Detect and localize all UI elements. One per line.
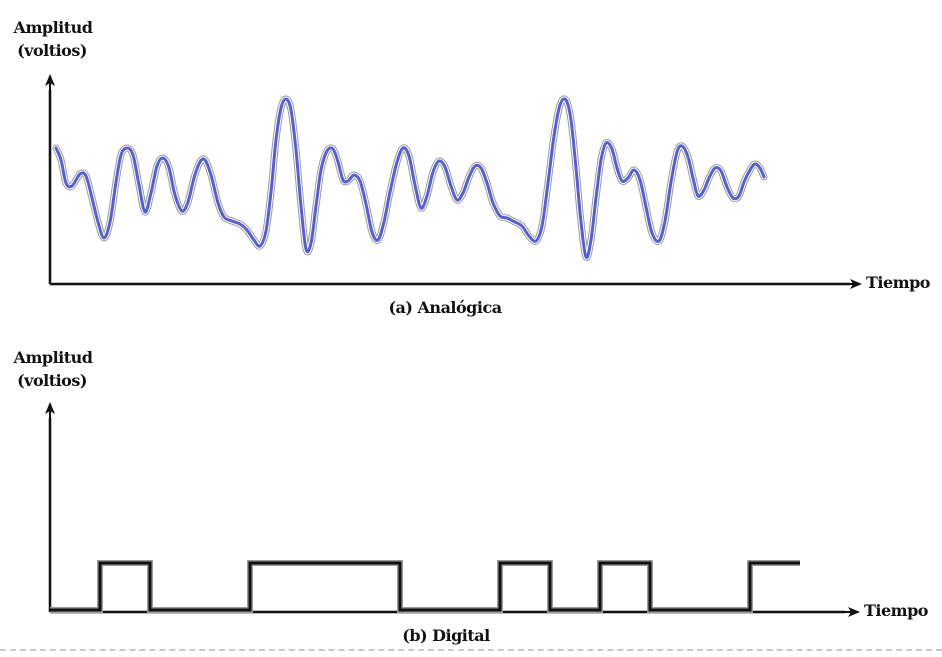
analog-waveform-halo: [53, 96, 767, 261]
digital-y-axis-label-line2: (voltios): [17, 371, 87, 390]
analog-y-axis-label-line2: (voltios): [17, 41, 87, 60]
digital-waveform: [50, 561, 800, 612]
analog-caption: (a) Analógica: [388, 298, 501, 317]
analog-x-axis-label: Tiempo: [866, 273, 931, 292]
analog-waveform-outline: [52, 95, 768, 262]
analog-panel: Amplitud (voltios) Tiempo (a) Analógica: [12, 18, 931, 318]
analog-waveform: [54, 97, 766, 260]
digital-panel: Amplitud (voltios) Tiempo (b) Digital: [12, 348, 929, 646]
digital-y-axis-label-line1: Amplitud: [13, 348, 93, 367]
bottom-divider: [0, 649, 942, 651]
digital-x-axis-label: Tiempo: [864, 601, 929, 620]
analog-y-axis-label-line1: Amplitud: [13, 18, 93, 37]
digital-caption: (b) Digital: [402, 626, 490, 645]
digital-waveform-outline: [50, 560, 800, 613]
